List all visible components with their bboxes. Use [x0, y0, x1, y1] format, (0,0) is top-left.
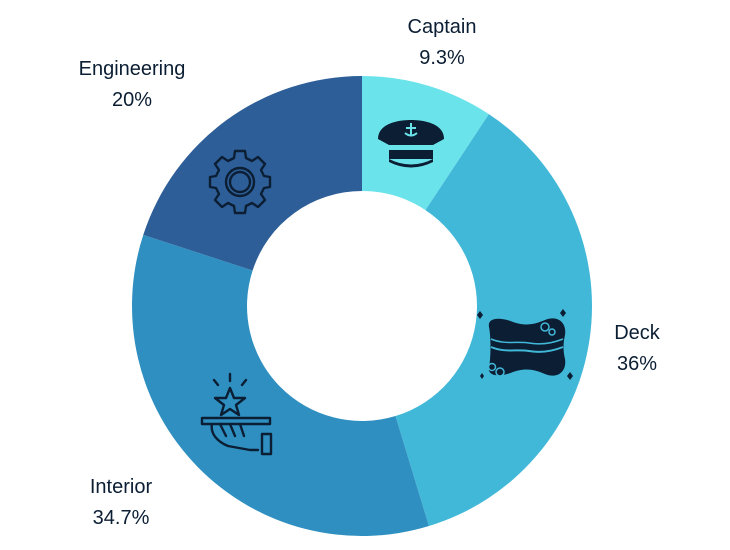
slice-value-interior: 34.7%	[92, 507, 150, 529]
slice-interior	[132, 234, 429, 536]
slice-value-engineering: 20%	[111, 89, 153, 111]
slice-label-captain: Captain 9.3%	[382, 12, 502, 74]
slice-name-engineering: Engineering	[78, 58, 186, 80]
slice-label-deck: Deck 36%	[582, 318, 692, 380]
slice-value-deck: 36%	[616, 353, 658, 375]
slice-engineering	[143, 76, 362, 271]
captain-hat-icon	[378, 120, 444, 168]
slice-value-captain: 9.3%	[419, 47, 465, 69]
slice-label-interior: Interior 34.7%	[56, 472, 186, 534]
slice-name-interior: Interior	[89, 476, 153, 498]
gear-icon	[208, 149, 272, 215]
slices	[132, 76, 592, 536]
slice-name-deck: Deck	[614, 322, 660, 344]
serving-hand-star-icon	[200, 372, 273, 456]
sponge-icon	[477, 309, 573, 380]
slice-label-engineering: Engineering 20%	[52, 54, 212, 116]
slice-name-captain: Captain	[407, 16, 477, 38]
